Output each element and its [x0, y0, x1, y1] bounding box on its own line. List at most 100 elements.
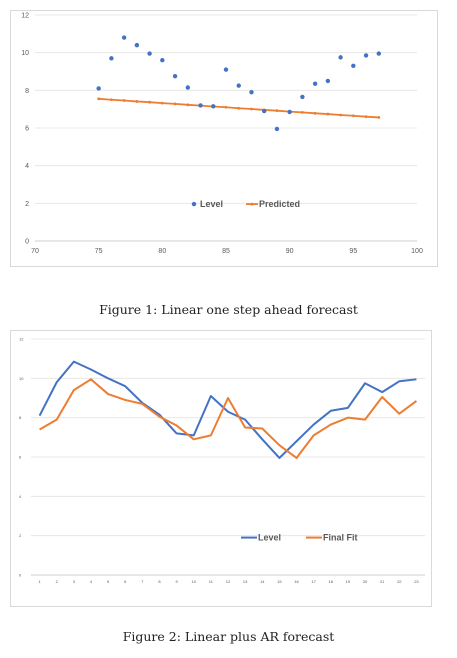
x-tick-label: 14	[260, 579, 265, 584]
level-point	[96, 86, 101, 91]
x-tick-label: 17	[311, 579, 316, 584]
x-tick-label: 16	[294, 579, 299, 584]
predicted-point	[377, 116, 381, 119]
x-tick-label: 5	[107, 579, 110, 584]
x-tick-label: 80	[158, 248, 166, 255]
level-point	[147, 51, 152, 56]
predicted-point	[148, 100, 152, 104]
level-point	[262, 108, 267, 114]
level-point	[363, 53, 369, 58]
y-tick-label: 12	[19, 337, 24, 342]
figure-1-chart: 0 2 4 6 8 10 12 70 75 80 85 90 95 100 Level Predicted	[10, 10, 438, 267]
predicted-point	[364, 115, 368, 119]
predicted-point	[224, 105, 228, 109]
final-fit-series-line	[39, 378, 418, 459]
level-point	[223, 67, 229, 72]
x-tick-label: 19	[346, 579, 351, 584]
y-tick-label: 10	[21, 50, 29, 57]
predicted-point	[339, 113, 342, 117]
y-tick-label: 0	[25, 239, 29, 246]
legend-level-label: Level	[200, 199, 223, 209]
predicted-point	[110, 98, 113, 102]
y-tick-label: 0	[19, 573, 22, 578]
predicted-point	[250, 107, 253, 111]
predicted-point	[301, 110, 304, 114]
level-point	[287, 109, 292, 115]
figure-2-chart: 0 2 4 6 8 10 12 1 2 3 4 5 6 7 8 9 10 11 12 13 14 15 16 17 18 19 20…	[10, 330, 432, 607]
x-tick-label: 4	[90, 579, 93, 584]
predicted-point	[275, 109, 279, 113]
x-tick-label: 3	[73, 579, 76, 584]
level-point	[185, 85, 190, 90]
x-tick-label: 1	[38, 579, 41, 584]
y-tick-label: 6	[19, 455, 22, 460]
level-point	[121, 35, 127, 40]
legend-predicted-dot	[250, 202, 254, 206]
y-tick-label: 8	[25, 88, 29, 95]
x-tick-label: 85	[222, 248, 230, 255]
y-tick-label: 8	[19, 415, 22, 420]
level-point	[198, 103, 203, 108]
x-tick-label: 8	[158, 579, 161, 584]
y-tick-label: 6	[25, 126, 29, 133]
x-tick-label: 100	[411, 248, 423, 255]
y-tick-label: 4	[19, 494, 22, 499]
y-tick-label: 2	[25, 201, 29, 208]
level-point	[351, 63, 356, 69]
x-tick-label: 20	[363, 579, 368, 584]
x-tick-label: 23	[414, 579, 419, 584]
x-tick-label: 22	[397, 579, 402, 584]
y-tick-label: 2	[19, 533, 22, 538]
predicted-point	[313, 111, 317, 115]
x-tick-label: 90	[286, 248, 294, 255]
level-point	[274, 126, 280, 132]
x-tick-label: 75	[95, 248, 103, 255]
y-tick-label: 12	[21, 13, 29, 20]
x-tick-label: 10	[192, 579, 197, 584]
level-point	[300, 94, 305, 100]
x-tick-label: 6	[124, 579, 127, 584]
level-point	[160, 58, 165, 63]
predicted-point	[135, 100, 139, 103]
predicted-point	[97, 97, 101, 101]
x-tick-label: 2	[56, 579, 59, 584]
x-tick-label: 13	[243, 579, 248, 584]
predicted-point	[186, 103, 190, 107]
x-tick-label: 15	[277, 579, 282, 584]
predicted-point	[326, 112, 330, 116]
figure-1-caption: Figure 1: Linear one step ahead forecast	[99, 302, 358, 317]
level-point	[376, 51, 381, 56]
predicted-point	[173, 102, 177, 106]
x-tick-label: 7	[141, 579, 144, 584]
x-tick-label: 70	[31, 248, 39, 255]
legend-level-label: Level	[258, 533, 281, 543]
level-series-line	[38, 360, 417, 459]
legend-level-marker	[191, 201, 197, 207]
x-tick-label: 11	[209, 579, 214, 584]
level-point	[325, 78, 331, 84]
level-point	[211, 104, 216, 109]
predicted-point	[122, 99, 126, 102]
y-tick-label: 4	[25, 163, 29, 170]
level-point	[312, 81, 318, 86]
level-point	[172, 74, 178, 79]
level-point	[109, 56, 114, 61]
x-tick-label: 95	[349, 248, 357, 255]
x-tick-label: 12	[226, 579, 231, 584]
y-tick-label: 10	[19, 376, 24, 381]
level-point	[338, 55, 343, 60]
predicted-point	[160, 101, 164, 105]
level-point	[236, 83, 241, 88]
x-tick-label: 18	[329, 579, 334, 584]
figure-2-caption: Figure 2: Linear plus AR forecast	[122, 629, 335, 644]
x-tick-label: 21	[380, 579, 385, 584]
level-point	[134, 42, 140, 48]
legend-predicted-label: Predicted	[259, 199, 300, 209]
x-tick-label: 9	[175, 579, 178, 584]
predicted-point	[351, 114, 355, 118]
legend-final-fit-label: Final Fit	[323, 533, 358, 543]
predicted-point	[237, 106, 241, 110]
level-point	[249, 90, 254, 95]
chart-1-svg: 0 2 4 6 8 10 12 70 75 80 85 90 95 100 Level Predicted	[21, 13, 423, 256]
